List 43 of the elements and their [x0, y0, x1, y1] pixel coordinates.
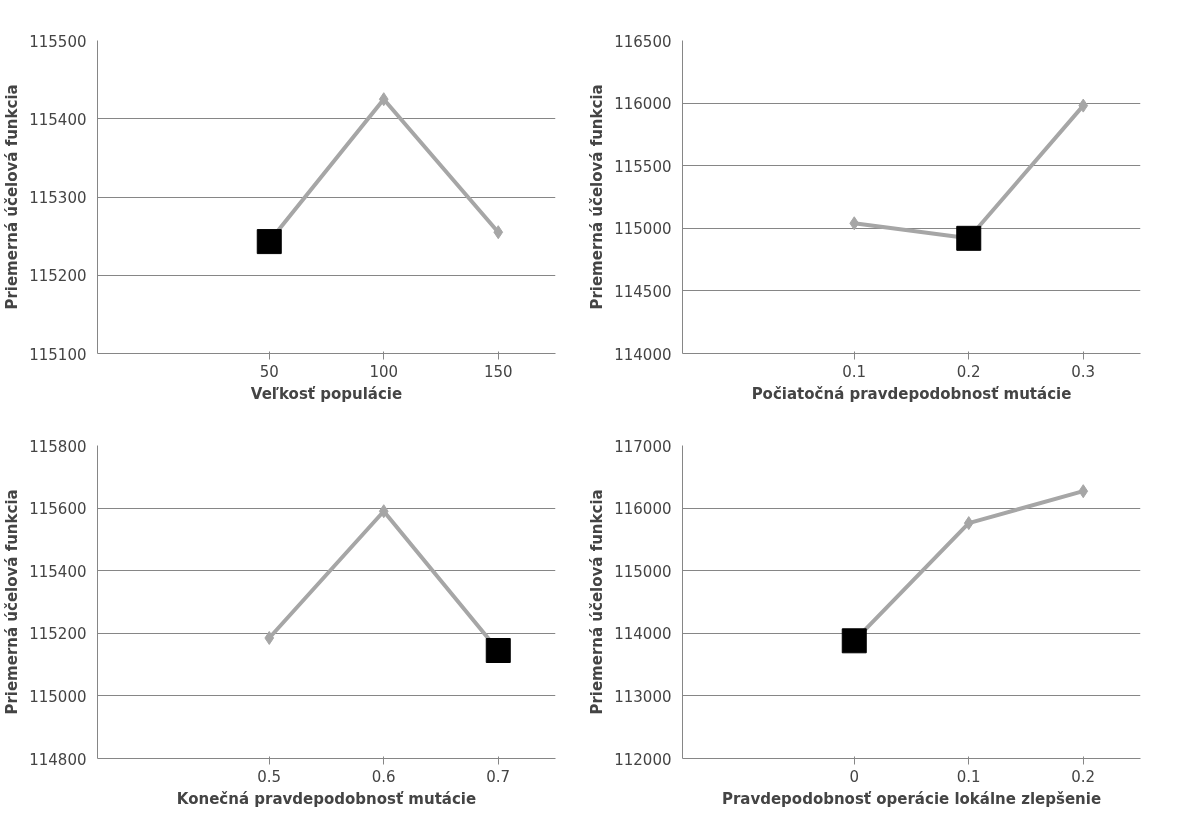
y-axis-title: Priemerná účelová funkcia — [3, 489, 22, 715]
x-tick-label: 0.2 — [1071, 767, 1096, 786]
y-tick-label: 115000 — [614, 562, 672, 581]
y-tick-label: 115300 — [29, 189, 87, 207]
y-tick-label: 115600 — [29, 500, 87, 519]
y-tick-label: 113000 — [614, 687, 672, 706]
y-tick-label: 115400 — [29, 110, 87, 129]
y-tick-label: 115500 — [29, 32, 87, 51]
x-tick-label: 50 — [259, 362, 279, 381]
y-tick-label: 115100 — [29, 345, 87, 364]
y-tick-label: 117000 — [614, 437, 672, 456]
x-tick-label: 0.2 — [956, 362, 981, 381]
y-axis-title: Priemerná účelová funkcia — [588, 489, 607, 715]
y-tick-label: 115400 — [29, 562, 87, 581]
x-tick-label: 0.3 — [1071, 362, 1096, 381]
x-tick-label: 0 — [849, 767, 860, 786]
x-axis-title: Pravdepodobnosť operácie lokálne zlepšenie — [721, 789, 1102, 808]
x-tick-label: 0.7 — [486, 767, 511, 786]
y-tick-label: 112000 — [614, 750, 672, 769]
y-tick-label: 114000 — [614, 625, 672, 644]
y-tick-label: 114800 — [29, 750, 87, 769]
x-tick-label: 0.1 — [956, 767, 981, 786]
x-axis-title: Konečná pravdepodobnosť mutácie — [176, 789, 477, 808]
y-tick-label: 116500 — [614, 32, 672, 51]
y-tick-label: 114000 — [614, 345, 672, 364]
x-tick-label: 150 — [483, 362, 513, 381]
x-tick-label: 0.1 — [842, 362, 867, 381]
y-tick-label: 115800 — [29, 437, 87, 456]
y-tick-label: 115200 — [29, 267, 87, 286]
x-tick-label: 100 — [369, 362, 399, 381]
y-axis-title: Priemerná účelová funkcia — [3, 84, 22, 310]
y-tick-label: 116000 — [614, 95, 672, 114]
y-tick-label: 115000 — [614, 220, 672, 239]
y-tick-label: 115200 — [29, 625, 87, 644]
x-tick-label: 0.6 — [371, 767, 396, 786]
y-tick-label: 116000 — [614, 500, 672, 519]
y-axis-title: Priemerná účelová funkcia — [588, 84, 607, 310]
y-tick-label: 115000 — [29, 687, 87, 706]
x-axis-title: Veľkosť populácie — [250, 384, 403, 403]
x-tick-label: 0.5 — [257, 767, 282, 786]
y-tick-label: 115500 — [614, 157, 672, 176]
y-tick-label: 114500 — [614, 282, 672, 301]
x-axis-title: Počiatočná pravdepodobnosť mutácie — [751, 384, 1072, 403]
